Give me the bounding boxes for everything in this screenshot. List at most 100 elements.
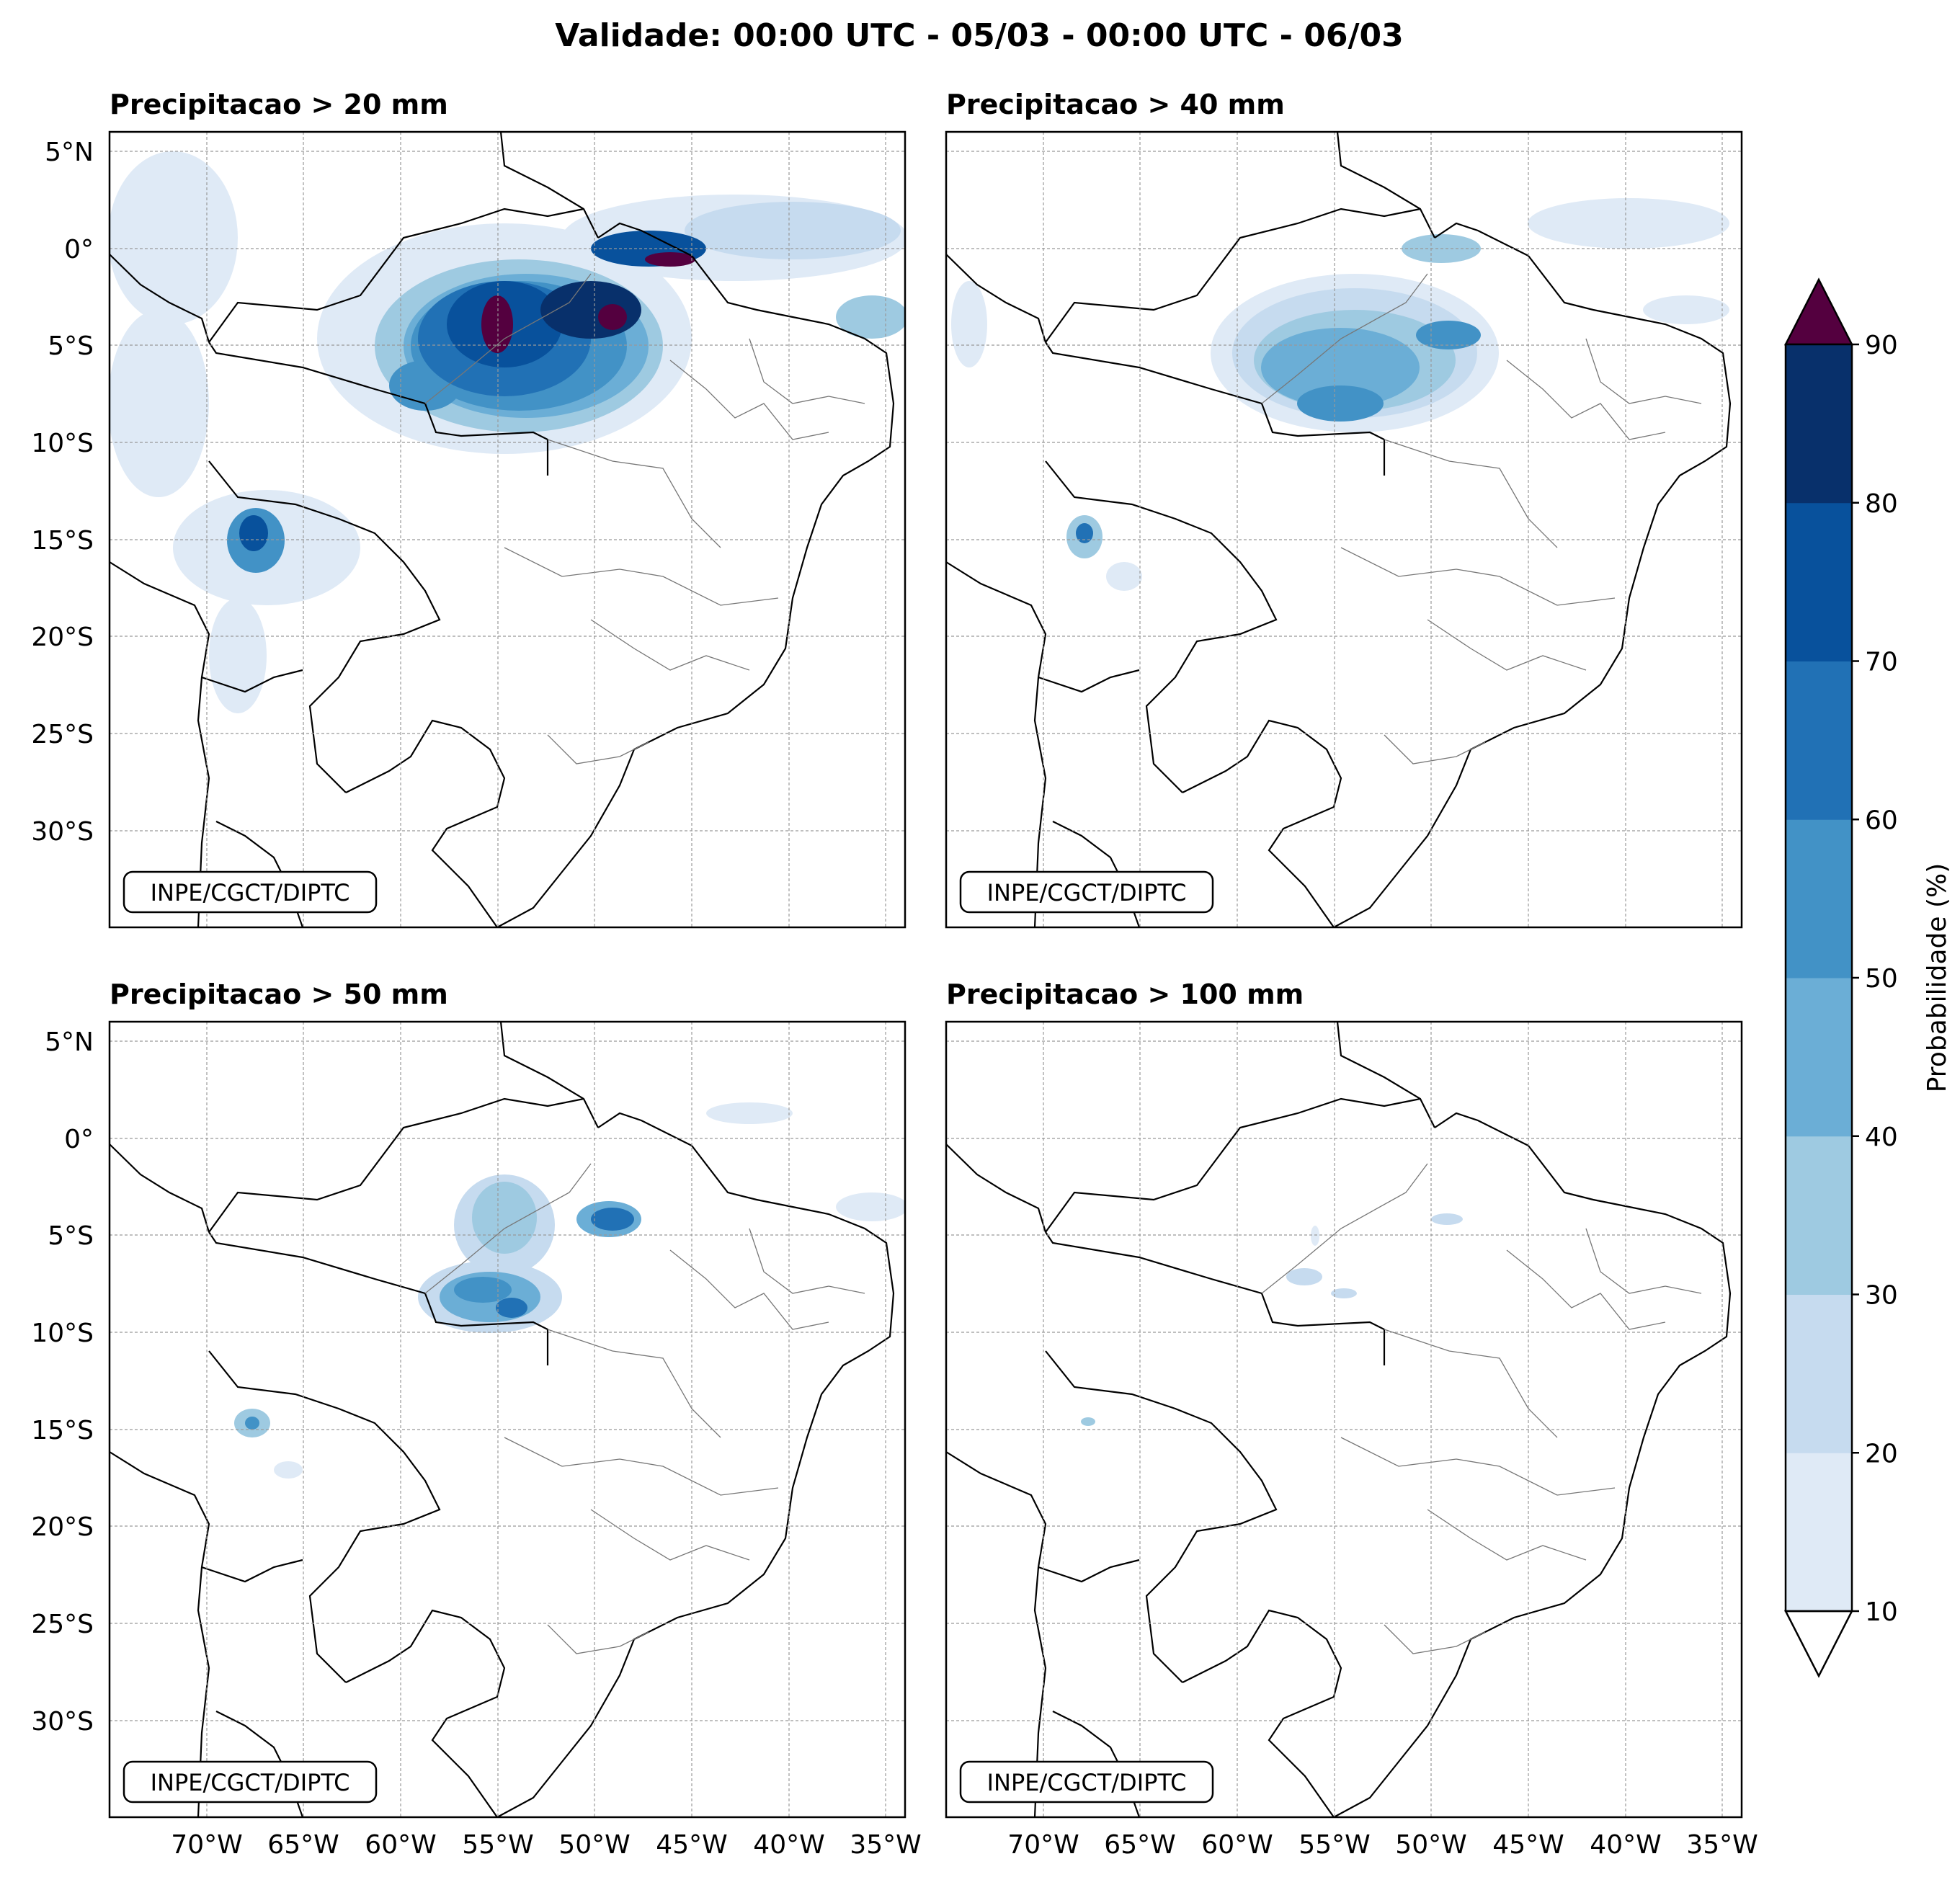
colorbar-segment [1786, 978, 1852, 1137]
colorbar-tick-label: 30 [1865, 1281, 1898, 1311]
state-border [590, 1509, 750, 1561]
country-border [208, 1350, 441, 1683]
lat-tick-label: 15°S [31, 526, 94, 556]
map-frame [108, 130, 906, 929]
precip-area-10-20 [1331, 1288, 1357, 1298]
state-border [669, 360, 829, 440]
state-border [1585, 1228, 1702, 1294]
map-panel-20mm: Precipitacao > 20 mm [31, 89, 906, 929]
lat-tick-label: 5°S [48, 1221, 94, 1251]
colorbar-segment [1786, 819, 1852, 978]
country-border [1045, 1097, 1421, 1233]
colorbar-tick-label: 60 [1865, 806, 1898, 835]
credit-box [959, 1760, 1214, 1804]
lon-tick-label: 60°W [1201, 1830, 1273, 1860]
lat-tick-label: 30°S [31, 817, 94, 847]
map-panel-40mm: Precipitacao > 40 mm [945, 89, 1743, 929]
credit-text: INPE/CGCT/DIPTC [151, 1769, 350, 1796]
precip-area-10-20 [1431, 1213, 1463, 1225]
gridlines [946, 132, 1742, 927]
credit-box [122, 1760, 378, 1804]
lat-tick-label: 25°S [31, 720, 94, 749]
state-border [749, 338, 865, 404]
country-border [1045, 208, 1421, 343]
country-border [1045, 460, 1278, 793]
precip-area-20-30 [836, 295, 905, 339]
coastline [1336, 1022, 1435, 1128]
colorbar-tick-label: 20 [1865, 1439, 1898, 1468]
panel-title: Precipitacao > 40 mm [946, 89, 1285, 120]
country-border [201, 669, 303, 693]
lat-tick-label: 20°S [31, 1512, 94, 1542]
precip-area-40-50 [1261, 328, 1420, 407]
precip-area-10-20 [706, 1102, 793, 1124]
precip-area-10-20 [1081, 1417, 1095, 1426]
state-border [590, 619, 750, 671]
colorbar-over-extension [1783, 277, 1854, 346]
colorbar-segments [1786, 344, 1852, 1612]
map-frame [945, 1020, 1743, 1819]
state-border [547, 1329, 721, 1438]
gridlines [110, 1022, 905, 1817]
state-borders [424, 1163, 865, 1654]
country-border [1182, 719, 1342, 927]
precip-area-10-20 [110, 151, 238, 324]
state-border [1427, 1509, 1587, 1561]
panel-title: Precipitacao > 100 mm [946, 978, 1304, 1010]
state-border [424, 1163, 592, 1294]
lat-tick-label: 0° [64, 1125, 94, 1154]
map-background [110, 1022, 905, 1817]
state-border [1506, 1249, 1666, 1330]
lon-tick-label: 55°W [1298, 1830, 1370, 1860]
precip-area-10-20 [1643, 295, 1729, 324]
lon-tick-labels: 70°W 65°W 60°W 55°W 50°W 45°W 40°W 35°W [1007, 1830, 1758, 1860]
precip-area-30-40 [472, 1182, 537, 1254]
state-border [669, 1249, 829, 1330]
credit-text: INPE/CGCT/DIPTC [151, 879, 350, 906]
coastline [110, 254, 210, 343]
colorbar-segment [1786, 1453, 1852, 1612]
precip-area-10-20 [209, 598, 267, 713]
state-borders [1261, 273, 1702, 764]
lon-tick-labels: 70°W 65°W 60°W 55°W 50°W 45°W 40°W 35°W [171, 1830, 921, 1860]
map-panel-100mm: Precipitacao > 100 mm [945, 978, 1758, 1860]
colorbar-segment [1786, 1136, 1852, 1295]
lat-tick-label: 5°N [45, 1027, 94, 1057]
country-border [345, 1609, 506, 1817]
coastline [499, 1022, 599, 1128]
gridlines [110, 132, 905, 927]
precip-area-10-20 [1286, 1268, 1322, 1285]
map-background [946, 1022, 1742, 1817]
lat-tick-label: 15°S [31, 1416, 94, 1445]
lat-tick-label: 10°S [31, 429, 94, 458]
colorbar-segment [1786, 502, 1852, 661]
coastline [499, 132, 599, 238]
country-border [345, 719, 506, 927]
state-border [547, 1624, 649, 1654]
coastline [1336, 132, 1435, 238]
credit-text: INPE/CGCT/DIPTC [987, 879, 1187, 906]
lat-tick-label: 0° [64, 235, 94, 264]
lon-tick-label: 50°W [558, 1830, 630, 1860]
precip-probability-field [1081, 1213, 1463, 1426]
country-borders [110, 132, 895, 927]
colorbar-ticks: 10 20 30 40 50 60 70 80 90 [1852, 331, 1898, 1627]
lon-tick-label: 40°W [1590, 1830, 1661, 1860]
colorbar: 10 20 30 40 50 60 70 80 90 Probabilidade (%) [1783, 277, 1952, 1678]
lat-tick-label: 20°S [31, 623, 94, 652]
colorbar-label: Probabilidade (%) [1923, 863, 1952, 1093]
country-border [1045, 342, 1386, 476]
lon-tick-label: 45°W [1492, 1830, 1564, 1860]
coastline [496, 222, 895, 927]
lat-tick-labels: 5°N 0° 5°S 10°S 15°S 20°S 25°S 30°S [31, 138, 94, 847]
country-border [208, 208, 584, 343]
country-border [1045, 1231, 1386, 1365]
country-border [201, 1559, 303, 1583]
precip-area-60-70 [496, 1298, 527, 1318]
lon-tick-label: 65°W [267, 1830, 339, 1860]
state-border [1384, 1329, 1558, 1438]
precip-area-50-60 [1416, 321, 1481, 349]
lon-tick-label: 45°W [656, 1830, 727, 1860]
lat-tick-label: 5°S [48, 331, 94, 361]
